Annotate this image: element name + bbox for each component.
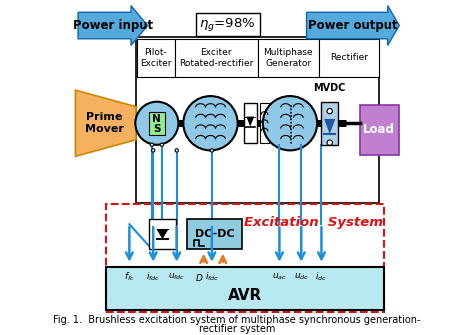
- Text: S: S: [153, 124, 161, 134]
- Text: Fig. 1.  Brushless excitation system of multiphase synchronous generation-: Fig. 1. Brushless excitation system of m…: [53, 315, 421, 325]
- Circle shape: [210, 149, 213, 152]
- Text: N: N: [153, 114, 161, 124]
- Text: Excitation  System: Excitation System: [244, 216, 383, 229]
- Bar: [321, 102, 338, 145]
- Polygon shape: [78, 6, 147, 46]
- Text: Multiphase
Generator: Multiphase Generator: [264, 48, 313, 68]
- Text: Load: Load: [363, 123, 395, 136]
- Text: $f_{fc}$: $f_{fc}$: [124, 271, 135, 283]
- Circle shape: [263, 96, 317, 150]
- Text: $\eta_g$=98%: $\eta_g$=98%: [200, 16, 256, 33]
- Bar: [149, 219, 176, 249]
- Text: $D$: $D$: [195, 272, 203, 283]
- Circle shape: [175, 149, 178, 152]
- Bar: [106, 267, 384, 310]
- Bar: [196, 13, 260, 37]
- Circle shape: [150, 143, 154, 146]
- Bar: [319, 39, 379, 77]
- Circle shape: [152, 149, 155, 152]
- Bar: [260, 104, 269, 143]
- Text: $i_{dc}$: $i_{dc}$: [316, 271, 328, 283]
- Bar: [137, 39, 175, 77]
- Text: $u_{fdc}$: $u_{fdc}$: [168, 272, 185, 282]
- Text: $u_{dc}$: $u_{dc}$: [294, 272, 309, 282]
- Polygon shape: [324, 119, 336, 134]
- Text: Power input: Power input: [73, 19, 153, 32]
- Text: Rectifier: Rectifier: [330, 53, 368, 62]
- Circle shape: [327, 140, 332, 145]
- Text: Prime
Mover: Prime Mover: [85, 113, 124, 134]
- Circle shape: [135, 102, 178, 145]
- Text: Pilot-
Exciter: Pilot- Exciter: [140, 48, 172, 68]
- Polygon shape: [75, 90, 136, 156]
- Circle shape: [183, 96, 237, 150]
- Text: Exciter
Rotated-rectifier: Exciter Rotated-rectifier: [179, 48, 253, 68]
- Text: $u_{ac}$: $u_{ac}$: [272, 272, 287, 282]
- Bar: [187, 219, 242, 249]
- Polygon shape: [246, 117, 254, 127]
- Text: DC-DC: DC-DC: [195, 229, 235, 239]
- Text: $i_{fdc}$: $i_{fdc}$: [146, 271, 160, 283]
- Bar: [136, 37, 379, 203]
- Text: AVR: AVR: [228, 288, 263, 303]
- Polygon shape: [156, 229, 168, 239]
- Bar: [257, 39, 319, 77]
- Circle shape: [327, 109, 332, 114]
- Bar: [175, 39, 257, 77]
- Text: $i_{fdc}$: $i_{fdc}$: [205, 271, 219, 283]
- Bar: [148, 112, 165, 135]
- Text: rectifier system: rectifier system: [199, 324, 275, 334]
- Circle shape: [160, 143, 164, 146]
- Bar: [106, 204, 384, 312]
- Polygon shape: [307, 6, 399, 46]
- Text: MVDC: MVDC: [313, 83, 346, 93]
- Bar: [360, 105, 399, 155]
- Bar: [244, 104, 257, 143]
- Text: Power output: Power output: [308, 19, 398, 32]
